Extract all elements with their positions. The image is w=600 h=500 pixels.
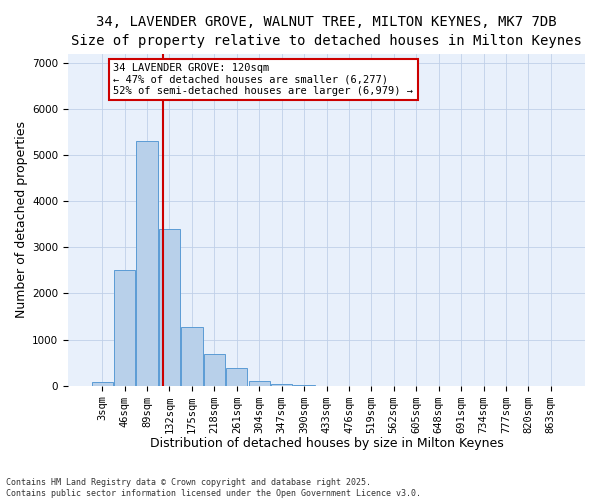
Bar	[159, 229, 180, 386]
Text: 34 LAVENDER GROVE: 120sqm
← 47% of detached houses are smaller (6,277)
52% of se: 34 LAVENDER GROVE: 120sqm ← 47% of detac…	[113, 63, 413, 96]
Bar	[248, 381, 270, 386]
Bar	[203, 354, 225, 386]
X-axis label: Distribution of detached houses by size in Milton Keynes: Distribution of detached houses by size …	[149, 437, 503, 450]
Text: Contains HM Land Registry data © Crown copyright and database right 2025.
Contai: Contains HM Land Registry data © Crown c…	[6, 478, 421, 498]
Bar	[181, 326, 203, 386]
Bar	[226, 368, 247, 386]
Bar	[114, 270, 135, 386]
Bar	[92, 382, 113, 386]
Title: 34, LAVENDER GROVE, WALNUT TREE, MILTON KEYNES, MK7 7DB
Size of property relativ: 34, LAVENDER GROVE, WALNUT TREE, MILTON …	[71, 15, 582, 48]
Y-axis label: Number of detached properties: Number of detached properties	[15, 121, 28, 318]
Bar	[136, 142, 158, 386]
Bar	[271, 384, 292, 386]
